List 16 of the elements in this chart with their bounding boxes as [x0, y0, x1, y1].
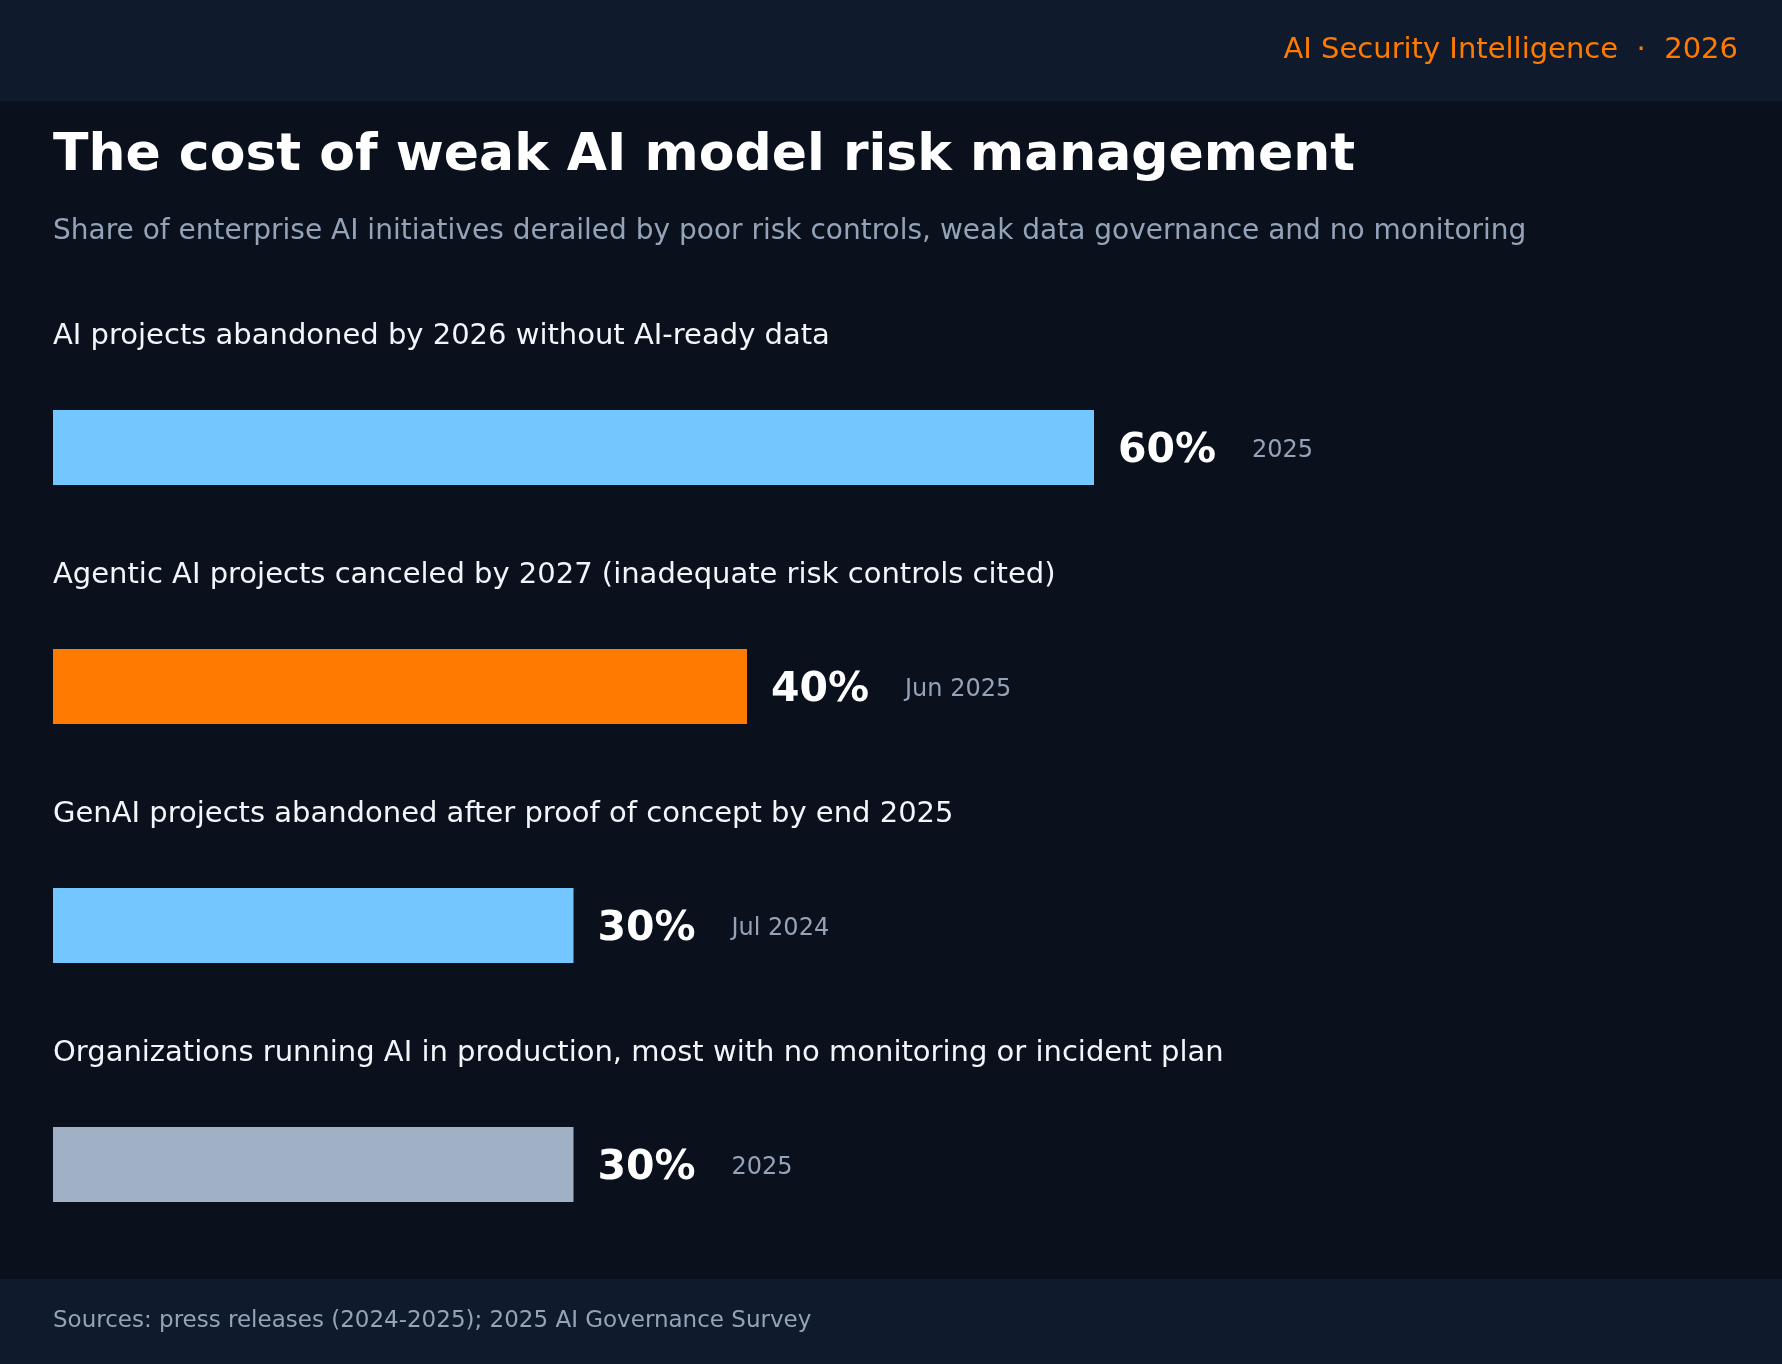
source-note: Sources: press releases (2024-2025); 2025 AI Governance Survey [53, 1306, 812, 1332]
y-tick-label: GenAI projects abandoned after proof of concept by end 2025 [53, 795, 954, 829]
data-label: 30% [597, 901, 696, 950]
annotation: Jul 2024 [729, 912, 830, 941]
text: 2025 [1252, 434, 1314, 463]
y-tick-label: AI projects abandoned by 2026 without AI-ready data [53, 317, 830, 351]
chart-title: The cost of weak AI model risk management [53, 122, 1356, 182]
chart-subtitle: Share of enterprise AI initiatives derailed by poor risk controls, weak data governance and no monitoring [53, 213, 1527, 246]
annotation: Jun 2025 [903, 673, 1012, 702]
data-label: 40% [771, 662, 870, 711]
y-tick-label: Agentic AI projects canceled by 2027 (inadequate risk controls cited) [53, 556, 1056, 590]
text: AI Security Intelligence · 2026 [1283, 31, 1738, 65]
data-label: 30% [597, 1140, 696, 1189]
y-tick-label: Organizations running AI in production, most with no monitoring or incident plan [53, 1034, 1224, 1068]
annotation: 2025 [731, 1151, 793, 1180]
data-label: 60% [1118, 423, 1217, 472]
